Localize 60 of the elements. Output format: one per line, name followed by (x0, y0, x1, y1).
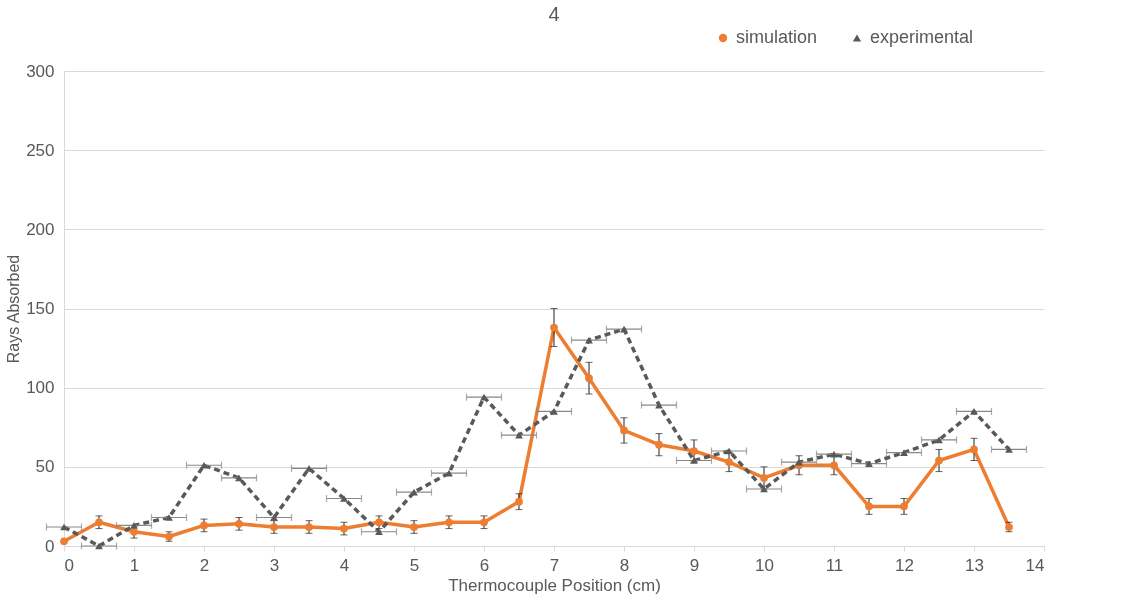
point (270, 514, 278, 521)
x-tick-label: 13 (965, 555, 984, 575)
x-tick-label: 6 (479, 555, 490, 575)
y-tick-label: 150 (26, 299, 55, 318)
x-tick-label: 8 (619, 555, 630, 575)
y-tick-label: 250 (26, 140, 55, 160)
x-tick-label: 12 (895, 555, 914, 575)
point (550, 323, 558, 332)
x-tick-label: 1 (129, 555, 140, 575)
point (935, 436, 943, 444)
point (690, 457, 698, 464)
y-axis-title: Rays Absorbed (5, 254, 23, 364)
x-tick-label: 2 (199, 555, 210, 575)
point (515, 431, 523, 439)
point (970, 408, 978, 415)
x-tick-label: 7 (549, 555, 560, 575)
point (935, 456, 943, 465)
point (970, 445, 978, 454)
point (865, 460, 873, 468)
x-tick-label: 4 (339, 555, 350, 575)
point (830, 461, 838, 470)
point (900, 449, 908, 456)
x-tick-label: 3 (269, 555, 280, 575)
point (1005, 446, 1013, 453)
legend-label: simulation (736, 27, 818, 47)
x-tick-label: 9 (689, 555, 700, 575)
y-tick-label: 200 (26, 219, 55, 239)
point (235, 474, 243, 482)
point (375, 528, 383, 536)
point (585, 336, 593, 344)
point (830, 450, 838, 458)
point (655, 440, 663, 449)
point (585, 374, 593, 383)
x-axis-title: Thermocouple Position (cm) (448, 575, 661, 595)
y-tick-label: 0 (45, 536, 55, 556)
point (865, 502, 873, 511)
x-tick-label: 0 (64, 555, 74, 575)
chart-title: 4 (548, 3, 560, 25)
point (200, 461, 208, 469)
legend-label: experimental (870, 27, 974, 47)
point (725, 458, 733, 466)
y-tick-label: 50 (35, 457, 55, 477)
point (550, 408, 558, 415)
point (340, 495, 348, 502)
x-tick-label: 14 (1025, 555, 1045, 575)
point (620, 426, 628, 435)
point (515, 497, 523, 506)
point (900, 502, 908, 511)
point (165, 514, 173, 521)
x-tick-label: 11 (825, 555, 844, 575)
y-tick-label: 100 (26, 378, 55, 398)
point (60, 537, 68, 546)
point (690, 447, 698, 455)
y-tick-label: 300 (26, 61, 55, 81)
x-tick-label: 10 (755, 555, 774, 575)
point (760, 474, 768, 482)
point (480, 393, 488, 401)
point (445, 469, 453, 477)
point (410, 488, 418, 496)
x-tick-label: 5 (409, 555, 420, 575)
